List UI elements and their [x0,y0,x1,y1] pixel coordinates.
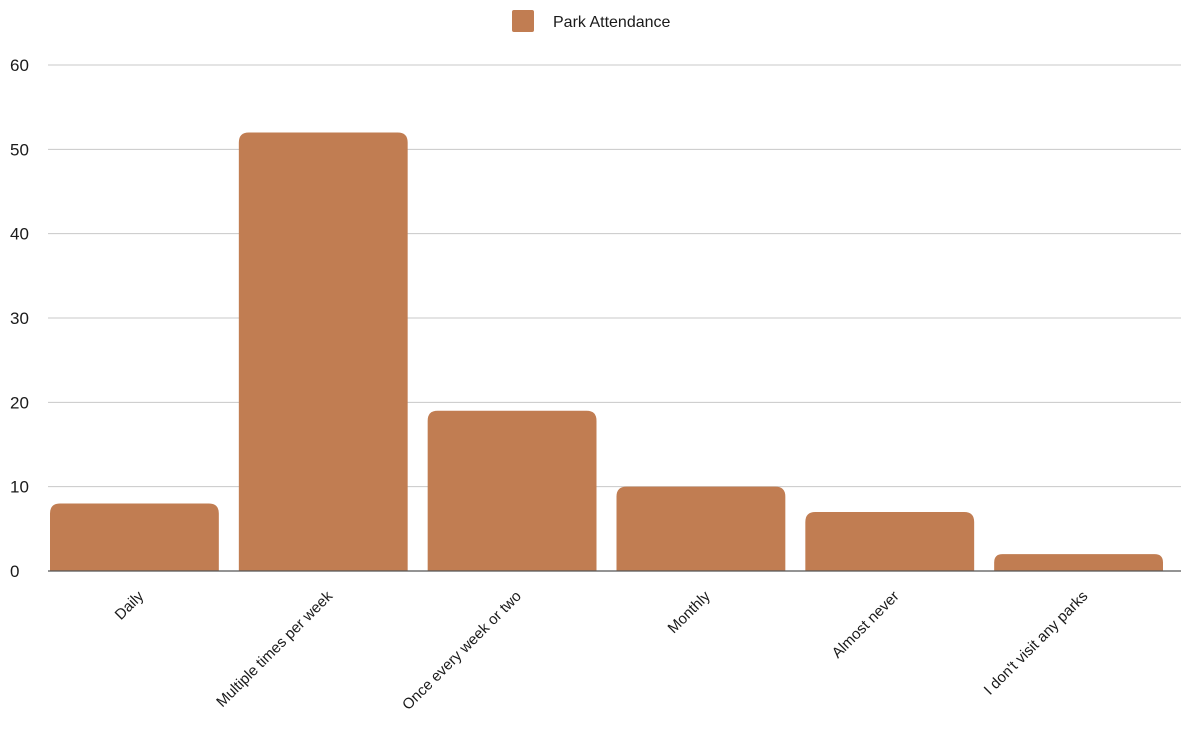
y-tick-label: 20 [10,393,29,412]
bars [50,132,1163,571]
x-tick-label: Once every week or two [399,588,525,714]
bar [50,503,219,571]
x-tick-label: Daily [112,587,148,623]
x-tick-label: I don't visit any parks [981,588,1092,699]
y-tick-label: 30 [10,309,29,328]
legend: Park Attendance [512,10,671,32]
x-axis-labels: Daily Multiple times per week Once every w… [112,587,1092,713]
y-tick-label: 60 [10,56,29,75]
x-tick-label: Almost never [829,588,903,662]
y-tick-label: 40 [10,225,29,244]
legend-label: Park Attendance [553,14,671,31]
bar [616,486,786,571]
y-axis-ticks: 0 10 20 30 40 50 60 [10,56,29,581]
legend-swatch [512,10,534,32]
x-tick-label: Multiple times per week [213,587,336,710]
y-tick-label: 50 [10,140,29,159]
gridlines [48,64,1181,488]
x-tick-label: Monthly [665,587,715,637]
y-tick-label: 0 [10,562,19,581]
bar [805,511,975,571]
y-tick-label: 10 [10,478,29,497]
bar [427,410,597,571]
bar [238,132,408,571]
bar [994,554,1163,571]
